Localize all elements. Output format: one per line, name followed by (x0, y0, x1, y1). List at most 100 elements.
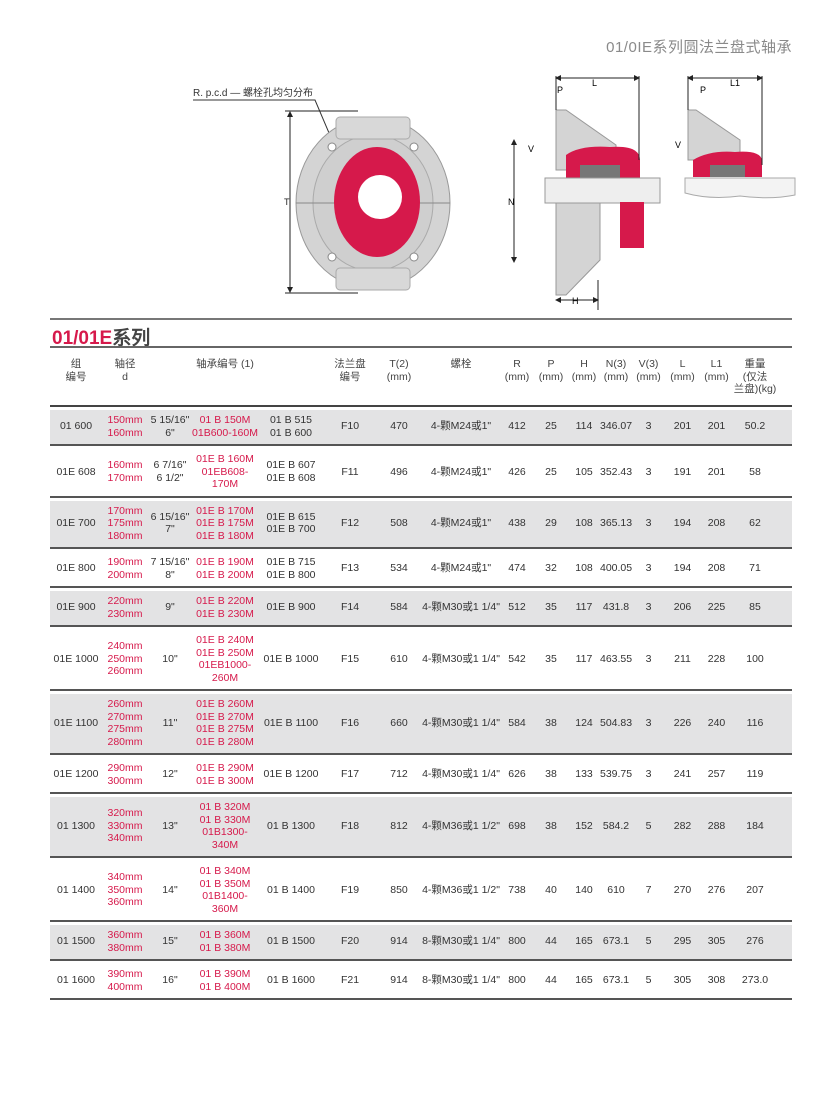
cell-V: 3 (645, 517, 652, 529)
cell-T: 584 (390, 601, 408, 614)
cell-bearing-m: 01 B 150M 01B600-160M (192, 414, 258, 439)
cell-L: 191 (673, 465, 692, 478)
cell-L1: 201 (707, 465, 726, 478)
dim-v-label-2: V (675, 140, 681, 150)
cell-N: 431.8 (602, 601, 630, 614)
cell-L1: 240 (707, 716, 726, 729)
cell-P: 38 (545, 716, 557, 729)
column-header: L (mm) (670, 358, 695, 383)
cell-bearing-m: 01E B 240M 01E B 250M 01EB1000-260M (196, 634, 254, 684)
cell-flange: F20 (340, 935, 360, 948)
cell-L1: 305 (707, 935, 726, 948)
cell-bearing-m: 01E B 290M 01E B 300M (196, 762, 254, 787)
cell-P: 35 (545, 652, 557, 665)
cell-N: 463.55 (600, 652, 633, 665)
cell-V: 3 (645, 768, 652, 781)
cell-H: 105 (575, 465, 593, 478)
table-row: 01E 1000 240mm 250mm 260mm 10" 01E B 240M 0… (50, 630, 792, 691)
cell-weight: 184 (746, 819, 764, 832)
cell-mm: 150mm 160mm (107, 414, 143, 439)
cell-P: 44 (545, 974, 557, 987)
cell-flange: F12 (340, 517, 360, 529)
cell-bolt: 4-颗M30或1 1/4" (422, 652, 500, 665)
cell-P: 40 (545, 883, 557, 896)
cell-flange: F19 (340, 883, 360, 896)
cell-bearing-m: 01 B 320M 01 B 330M 01B1300-340M (199, 801, 251, 851)
cell-L: 201 (673, 420, 692, 433)
cell-V: 3 (645, 465, 652, 478)
cell-inch: 14" (162, 883, 178, 896)
table-row: 01 1500 360mm 380mm 15" 01 B 360M 01 B 380M… (50, 925, 792, 961)
cell-mm: 290mm 300mm (107, 762, 143, 787)
cell-H: 108 (575, 517, 593, 529)
cell-mm: 160mm 170mm (107, 459, 143, 484)
cell-N: 584.2 (602, 819, 630, 832)
cell-bolt: 4-颗M24或1" (430, 562, 492, 575)
cell-L1: 257 (707, 768, 726, 781)
cell-N: 610 (607, 883, 625, 896)
flange-front-view: T (284, 110, 451, 294)
cell-L: 241 (673, 768, 692, 781)
divider (50, 318, 792, 320)
cell-bearing: 01 B 1600 (267, 974, 315, 987)
cell-P: 29 (545, 517, 557, 529)
column-header: T(2) (mm) (386, 358, 412, 383)
cell-bearing: 01E B 1100 (263, 716, 319, 729)
table-row: 01 1600 390mm 400mm 16" 01 B 390M 01 B 400M… (50, 964, 792, 1000)
cell-R: 438 (508, 517, 526, 529)
cell-L1: 208 (707, 517, 726, 529)
cell-T: 812 (390, 819, 408, 832)
dim-n-label: N (508, 197, 515, 207)
cell-bearing-m: 01 B 340M 01 B 350M 01B1400-360M (199, 865, 251, 915)
cell-H: 114 (575, 420, 593, 433)
cell-P: 44 (545, 935, 557, 948)
cell-bolt: 4-颗M36或1 1/2" (422, 883, 500, 896)
cell-weight: 273.0 (741, 974, 769, 987)
cell-L1: 208 (707, 562, 726, 575)
column-header: V(3) (mm) (636, 358, 661, 383)
cell-bearing-m: 01 B 360M 01 B 380M (199, 929, 251, 954)
cell-L1: 225 (707, 601, 726, 614)
cell-inch: 16" (162, 974, 178, 987)
cell-weight: 50.2 (744, 420, 766, 433)
cell-bearing: 01 B 1400 (267, 883, 315, 896)
cell-T: 496 (390, 465, 408, 478)
cell-bolt: 4-颗M24或1" (430, 465, 492, 478)
cell-V: 3 (645, 652, 652, 665)
cell-group: 01E 608 (56, 465, 96, 478)
cell-bolt: 4-颗M30或1 1/4" (422, 716, 500, 729)
cell-L: 194 (673, 517, 692, 529)
cell-T: 660 (390, 716, 408, 729)
cell-group: 01E 700 (56, 517, 96, 529)
cell-bearing: 01E B 1000 (263, 652, 319, 665)
cell-inch: 6 15/16" 7" (150, 510, 190, 536)
cell-flange: F15 (340, 652, 360, 665)
spec-table: 组 编号 轴径 d 轴承编号 (1) 法兰盘 编号 T(2) (mm) 螺栓 R (mm) P… (50, 358, 792, 1000)
cell-T: 712 (390, 768, 408, 781)
cell-flange: F21 (340, 974, 360, 987)
cell-bearing: 01 B 1500 (267, 935, 315, 948)
cell-weight: 276 (746, 935, 764, 948)
cell-V: 3 (645, 420, 652, 433)
cell-bolt: 4-颗M24或1" (430, 517, 492, 529)
cell-T: 508 (390, 517, 408, 529)
cell-weight: 100 (746, 652, 764, 665)
cell-V: 5 (645, 819, 652, 832)
cell-mm: 390mm 400mm (107, 968, 143, 993)
dim-h-label: H (572, 296, 579, 306)
cell-mm: 170mm 175mm 180mm (107, 504, 143, 542)
cell-group: 01E 900 (56, 601, 96, 614)
cell-P: 25 (545, 465, 557, 478)
table-row: 01E 700 170mm 175mm 180mm 6 15/16" 7" 01E B… (50, 500, 792, 549)
cell-H: 117 (575, 652, 593, 665)
cell-weight: 71 (749, 562, 761, 575)
cell-weight: 207 (746, 883, 764, 896)
cell-flange: F11 (341, 465, 359, 478)
cell-H: 152 (575, 819, 593, 832)
cell-R: 738 (508, 883, 526, 896)
cell-N: 400.05 (600, 562, 633, 575)
cell-bearing: 01 B 515 01 B 600 (269, 414, 313, 439)
cell-mm: 340mm 350mm 360mm (107, 871, 143, 909)
cell-H: 140 (575, 883, 593, 896)
cell-bearing: 01E B 715 01E B 800 (266, 556, 316, 581)
